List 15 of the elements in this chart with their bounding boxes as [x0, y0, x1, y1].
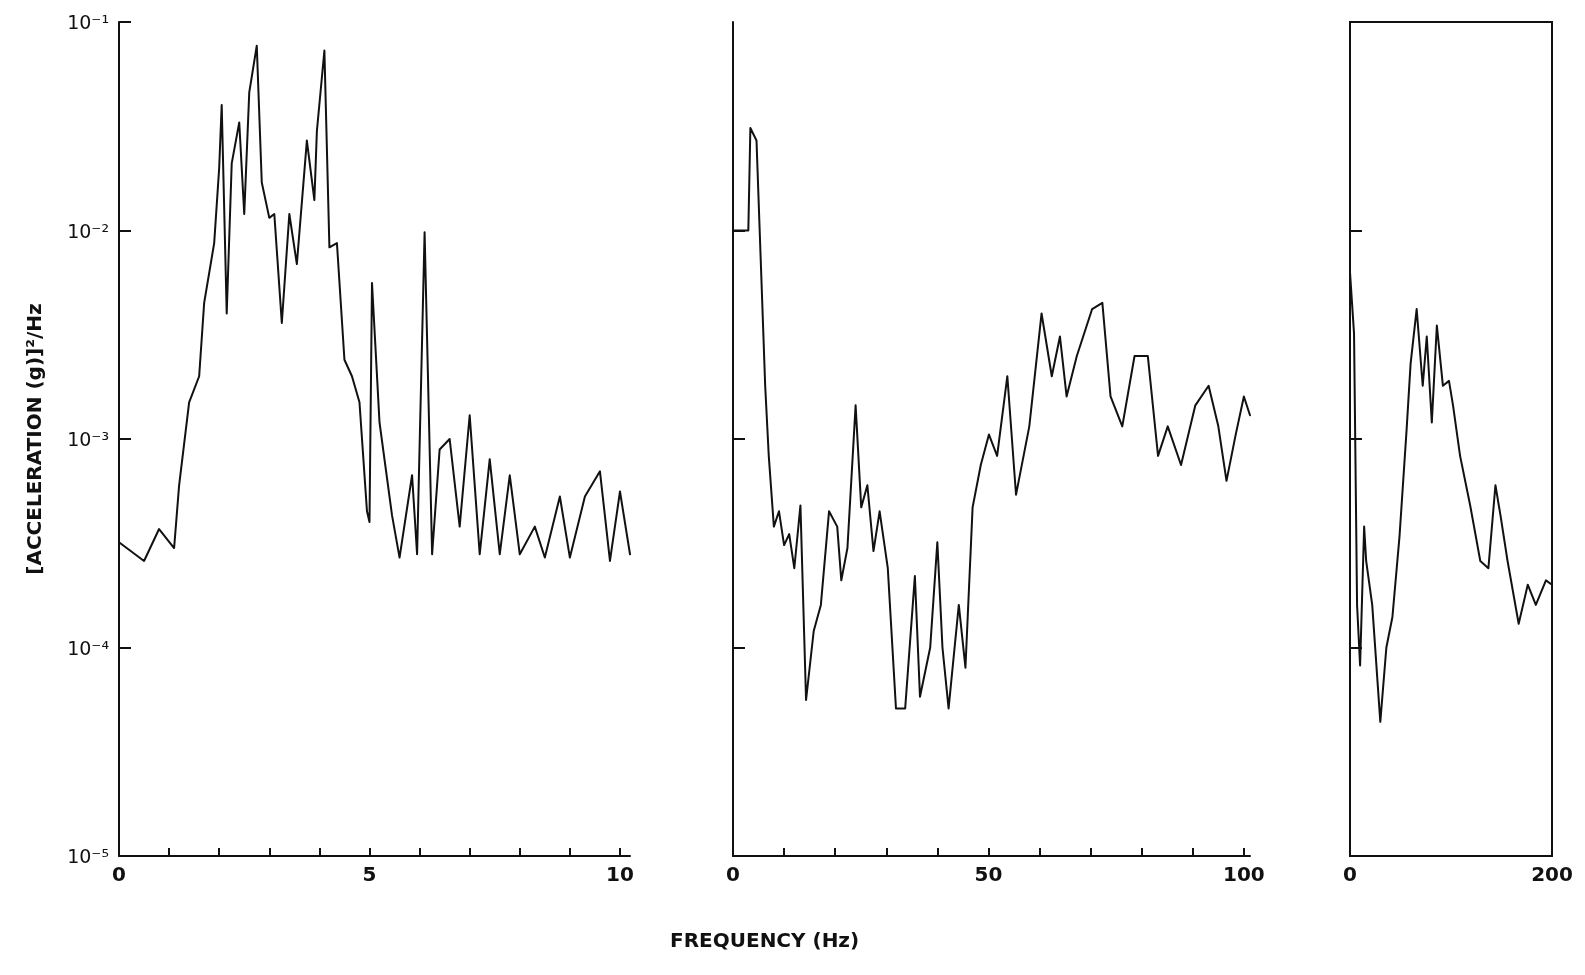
x-tick-label: 0: [1343, 862, 1357, 886]
y-tick-label: 10⁻³: [67, 428, 109, 450]
x-tick-label: 50: [974, 862, 1003, 886]
x-tick-label: 10: [606, 862, 634, 886]
y-axis-title: [ACCELERATION (g)]²/Hz: [22, 303, 46, 575]
y-tick-label: 10⁻¹: [67, 11, 109, 33]
y-tick-label: 10⁻⁴: [67, 636, 110, 659]
x-tick-label: 0: [726, 862, 740, 886]
x-tick-label: 200: [1531, 862, 1573, 886]
x-tick-label: 100: [1222, 862, 1265, 886]
x-axis-title: FREQUENCY (Hz): [670, 928, 860, 952]
x-tick-label: 5: [362, 862, 377, 886]
y-tick-label: 10⁻²: [67, 219, 109, 242]
y-tick-label: 10⁻⁵: [67, 845, 109, 867]
x-tick-label: 0: [112, 862, 126, 886]
